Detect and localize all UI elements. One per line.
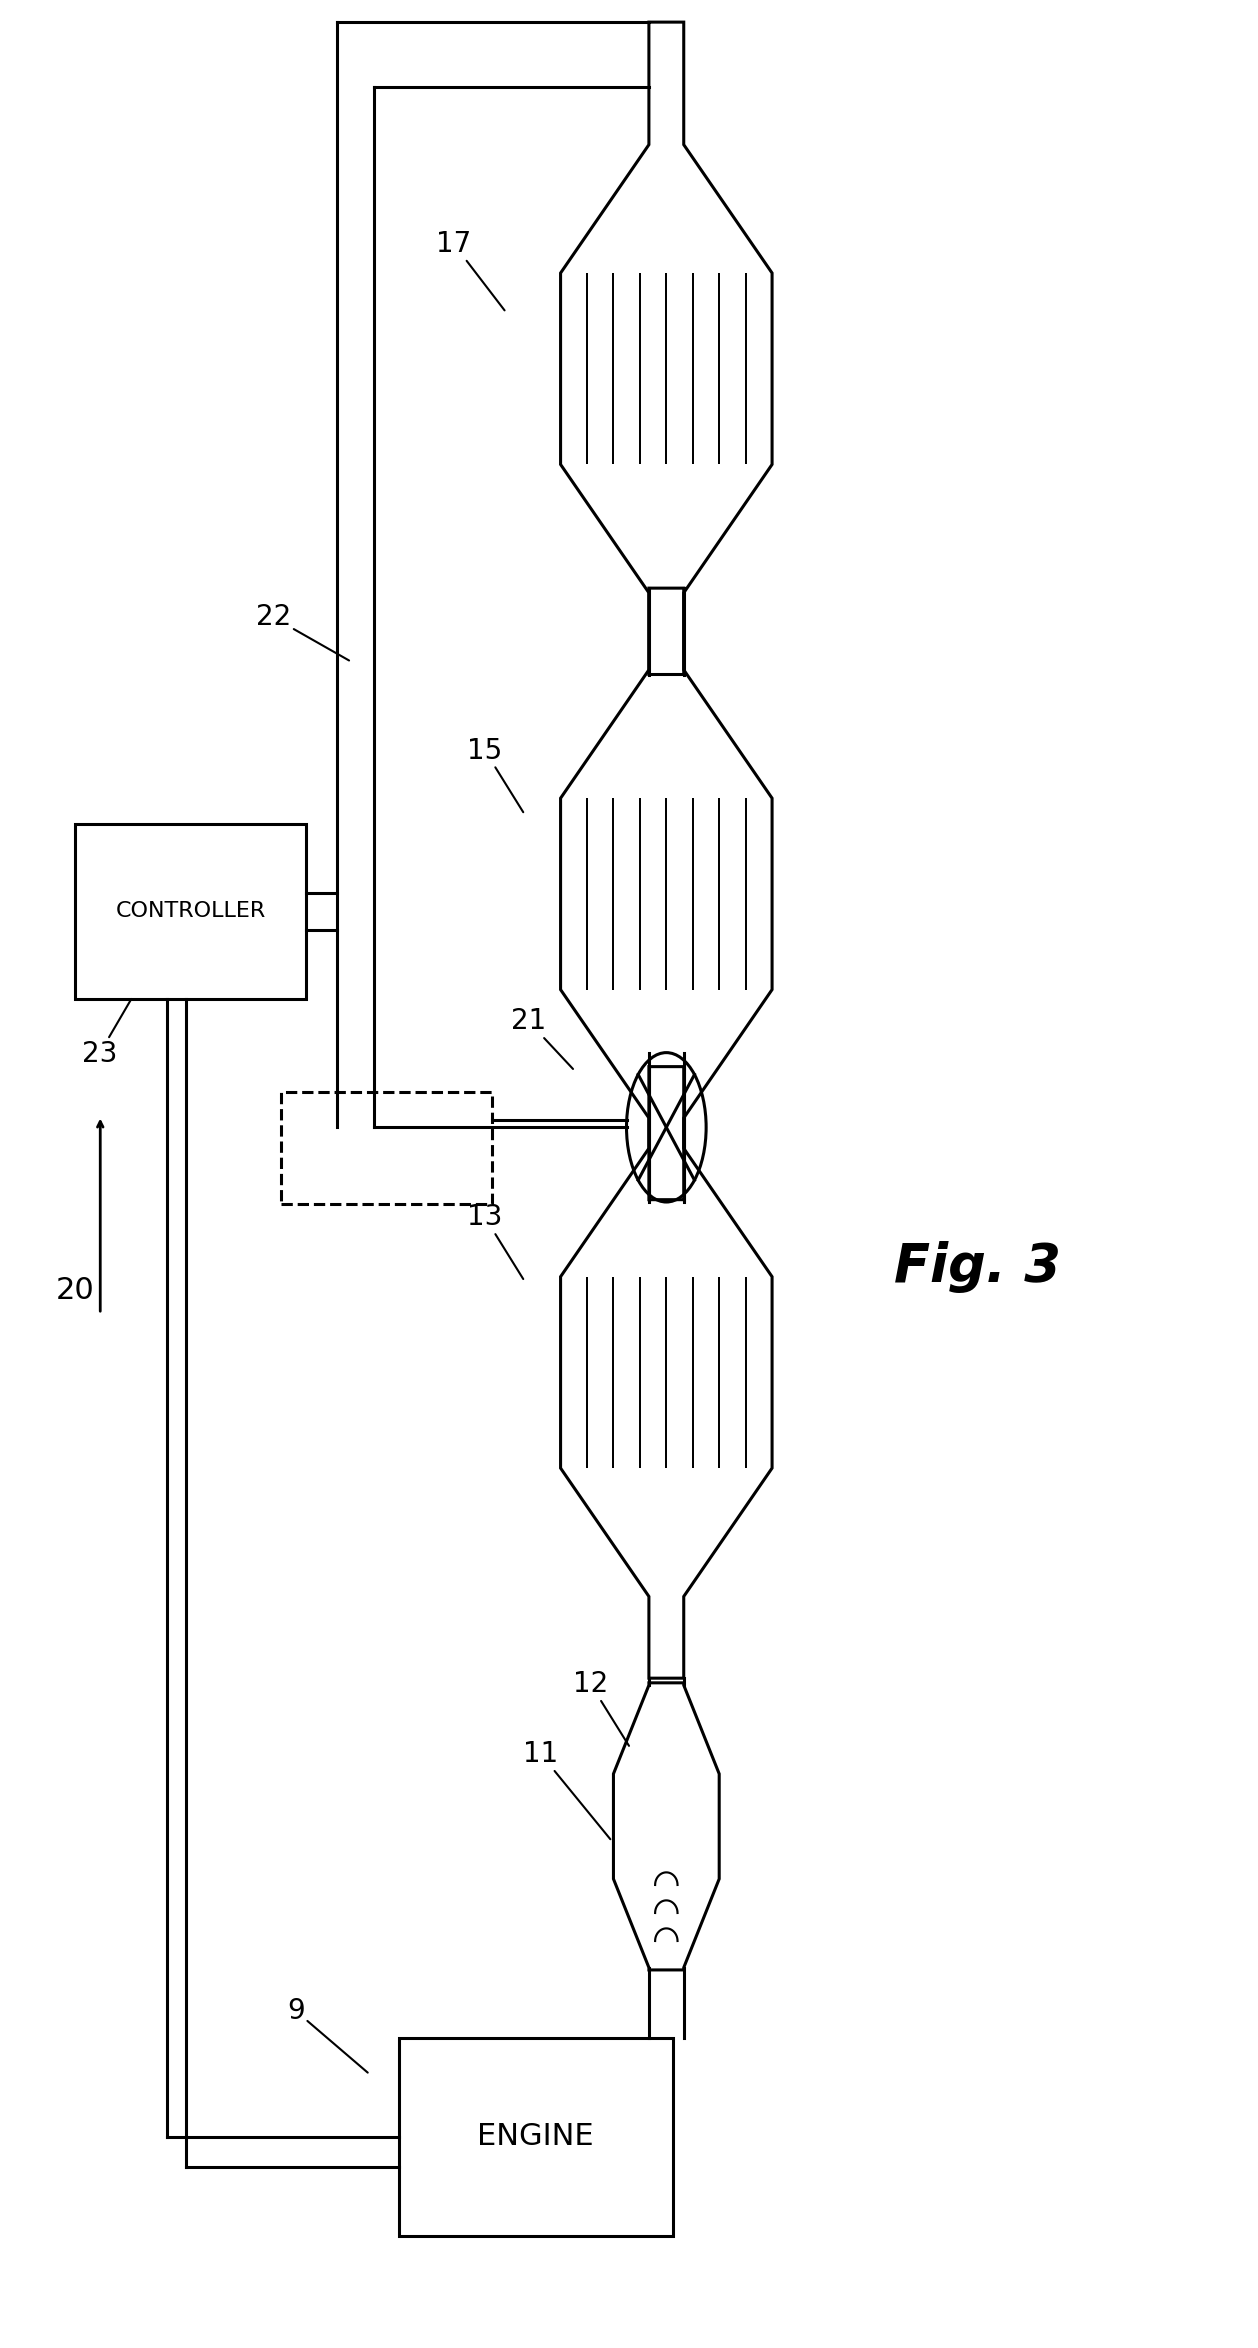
Text: 15: 15 <box>467 737 523 812</box>
Text: CONTROLLER: CONTROLLER <box>116 902 265 920</box>
Text: Fig. 3: Fig. 3 <box>894 1242 1060 1294</box>
Bar <box>75 824 306 998</box>
Bar <box>399 2038 673 2235</box>
Text: 9: 9 <box>287 1996 367 2073</box>
Text: 21: 21 <box>511 1007 572 1068</box>
Text: 20: 20 <box>57 1277 94 1305</box>
Text: 13: 13 <box>467 1205 523 1280</box>
Text: ENGINE: ENGINE <box>477 2123 594 2151</box>
Text: 23: 23 <box>82 998 131 1068</box>
Text: 22: 22 <box>255 603 348 660</box>
Text: 17: 17 <box>437 230 504 310</box>
Bar <box>281 1092 492 1205</box>
Text: 12: 12 <box>572 1669 629 1747</box>
Text: 11: 11 <box>523 1740 610 1838</box>
